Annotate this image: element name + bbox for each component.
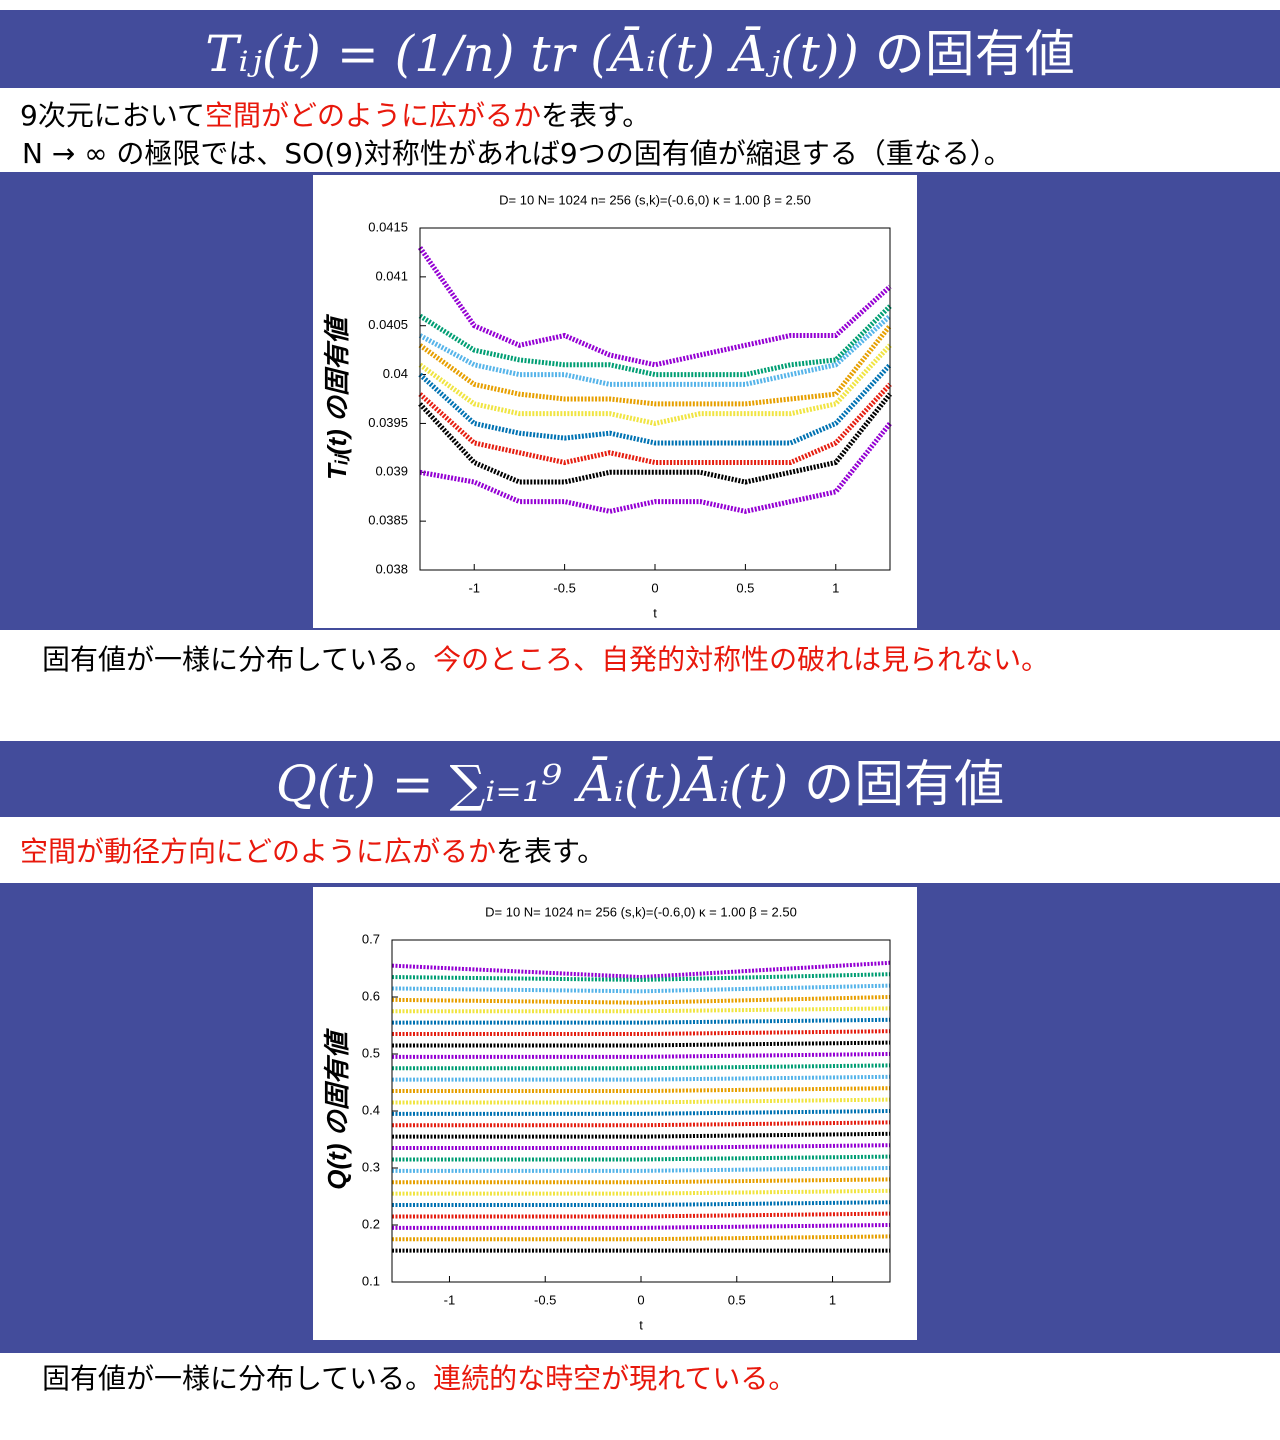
y-tick-label: 0.0385 [368,513,408,528]
x-tick-label: 1 [829,1292,836,1307]
series-line [392,1177,891,1185]
text: を表す。 [496,835,606,868]
x-axis-label: t [653,605,657,620]
highlight: 空間が動径方向にどのように広がるか [20,835,497,868]
chart-title: D= 10 N= 1024 n= 256 (s,k)=(-0.6,0) κ = … [499,192,811,207]
y-tick-label: 0.0405 [368,317,408,332]
x-tick-label: 0 [651,580,658,595]
series-line [392,1029,891,1037]
header-band [0,741,1280,817]
series-line [392,1097,891,1105]
series-line [418,363,892,446]
series-line [418,392,892,485]
caption: 固有値が一様に分布している。連続的な時空が現れている。 [42,1357,796,1397]
chart-box: D= 10 N= 1024 n= 256 (s,k)=(-0.6,0) κ = … [313,887,917,1340]
text: 固有値が一様に分布している。 [42,1362,434,1395]
series-line [391,960,891,980]
y-tick-label: 0.041 [375,268,408,283]
series-line [392,1211,891,1219]
x-tick-label: -1 [468,580,480,595]
desc: 9次元において空間がどのように広がるかを表す。 [20,94,650,134]
y-tick-label: 0.0415 [368,219,408,234]
y-tick-label: 0.6 [362,988,380,1003]
series-line [391,995,891,1005]
header-band [0,10,1280,88]
text: 固有値が一様に分布している。 [42,643,434,676]
series-line [392,1143,891,1151]
desc: N → ∞ の極限では、SO(9)対称性があれば9つの固有値が縮退する（重なる）… [22,137,1012,170]
highlight: 空間がどのように広がるか [204,99,541,132]
caption: 固有値が一様に分布している。今のところ、自発的対称性の破れは見られない。 [42,638,1049,678]
series-line [392,1120,891,1128]
series-line [392,1223,891,1230]
y-tick-label: 0.038 [375,561,408,576]
y-tick-label: 0.4 [362,1102,380,1117]
y-axis-label: Tᵢⱼ(t) の固有値 [322,313,352,480]
chart: D= 10 N= 1024 n= 256 (s,k)=(-0.6,0) κ = … [322,904,891,1332]
highlight: 今のところ、自発的対称性の破れは見られない。 [433,643,1050,676]
text: 9次元において [20,99,205,132]
header: Q(t) = ∑ᵢ₌₁⁹ Āᵢ(t)Āᵢ(t) の固有値 [0,744,1280,816]
y-tick-label: 0.7 [362,931,380,946]
plot-frame [391,939,891,1283]
y-tick-label: 0.2 [362,1216,380,1231]
series-line [418,314,892,387]
series-line [392,1154,891,1162]
y-axis-label: Q(t) の固有値 [322,1027,352,1189]
series-line [391,972,891,982]
series-line [392,1131,891,1139]
chart-title: D= 10 N= 1024 n= 256 (s,k)=(-0.6,0) κ = … [485,904,797,919]
series-line [392,1040,891,1048]
series-line [392,1063,891,1071]
plot-frame [419,227,891,571]
x-tick-label: -0.5 [534,1292,556,1307]
series-line [419,421,892,514]
x-axis-label: t [639,1317,643,1332]
x-tick-label: 0 [637,1292,644,1307]
y-tick-label: 0.5 [362,1045,380,1060]
chart-box: D= 10 N= 1024 n= 256 (s,k)=(-0.6,0) κ = … [313,175,917,628]
series-line [392,1086,891,1094]
series-line [418,343,892,426]
formula: Q(t) = ∑ᵢ₌₁⁹ Āᵢ(t)Āᵢ(t) [275,755,789,813]
series-line [417,246,892,368]
x-tick-label: 0.5 [736,580,754,595]
series-line [392,1109,891,1116]
y-tick-label: 0.3 [362,1159,380,1174]
header: Tᵢⱼ(t) = (1/n) tr (Āᵢ(t) Āⱼ(t)) の固有値 [0,14,1280,86]
series-line [418,324,892,407]
highlight: 連続的な時空が現れている。 [433,1362,797,1395]
series-line [391,983,891,994]
y-tick-label: 0.039 [375,464,408,479]
x-tick-label: 0.5 [728,1292,746,1307]
series-line [392,1052,891,1059]
series-line [392,1200,891,1208]
chart: D= 10 N= 1024 n= 256 (s,k)=(-0.6,0) κ = … [322,192,892,620]
x-tick-label: 1 [832,580,839,595]
desc: 空間が動径方向にどのように広がるかを表す。 [20,830,605,870]
x-tick-label: -1 [444,1292,456,1307]
formula: Tᵢⱼ(t) = (1/n) tr (Āᵢ(t) Āⱼ(t)) [205,25,859,83]
x-tick-label: -0.5 [553,580,575,595]
series-line [392,1074,891,1082]
series-line [418,304,892,378]
series-line [392,1188,891,1196]
text: を表す。 [541,99,651,132]
series-line [392,1006,891,1014]
y-tick-label: 0.0395 [368,415,408,430]
series-line [392,1017,891,1025]
y-tick-label: 0.04 [383,366,408,381]
y-tick-label: 0.1 [362,1273,380,1288]
header-suffix: の固有値 [804,755,1005,813]
series-line [392,1234,891,1242]
series-line [418,382,892,466]
series-line [392,1166,891,1173]
header-suffix: の固有値 [874,25,1075,83]
